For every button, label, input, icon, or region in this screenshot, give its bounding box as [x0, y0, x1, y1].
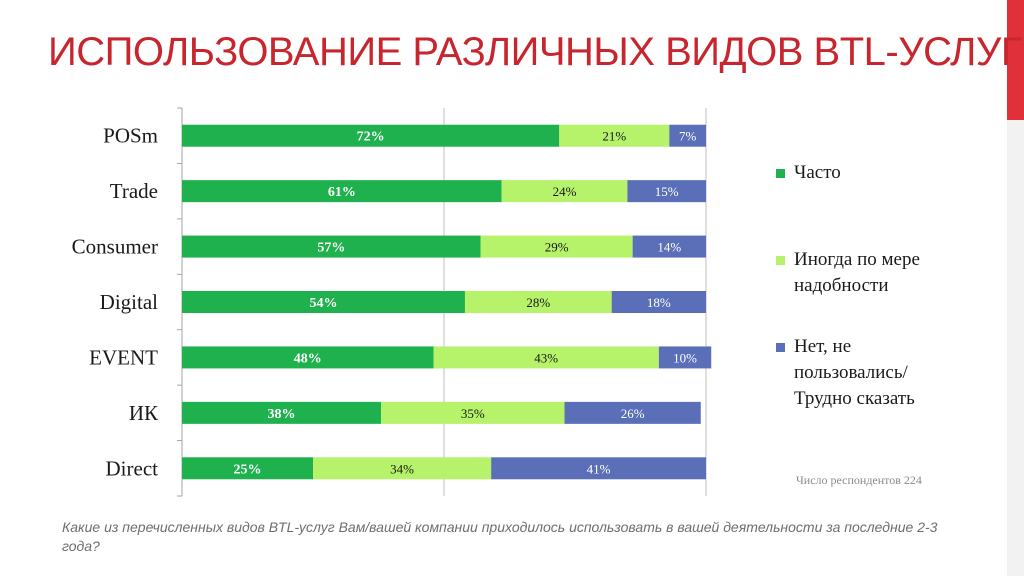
legend-label-often: Часто	[794, 162, 841, 183]
bar-segment-1-2	[480, 235, 633, 258]
data-label-0-0: 72%	[357, 130, 385, 145]
bar-segment-2-6	[491, 457, 706, 480]
bar-segment-2-0	[669, 124, 706, 147]
data-label-2-0: 7%	[679, 129, 697, 144]
bar-segment-1-0	[559, 124, 670, 147]
data-label-0-1: 61%	[328, 185, 356, 200]
bar-segment-0-0	[182, 124, 560, 147]
category-label-0: POSm	[103, 124, 158, 148]
data-label-1-5: 35%	[461, 406, 485, 421]
category-label-6: Direct	[106, 456, 159, 480]
data-label-0-4: 48%	[294, 351, 322, 366]
respondents-note: Число респондентов 224	[796, 473, 922, 487]
data-label-1-6: 34%	[390, 461, 414, 476]
legend-label-sometimes: Иногда по мере надобности	[794, 249, 920, 296]
bar-segment-2-2	[632, 235, 706, 258]
bar-segment-1-6	[313, 457, 492, 480]
data-label-0-6: 25%	[234, 462, 262, 477]
legend-label-never: Нет, не пользовались/ Трудно сказать	[794, 336, 915, 409]
bar-segment-0-5	[182, 401, 382, 424]
bar-segment-0-4	[182, 346, 434, 369]
bar-segment-1-4	[433, 346, 659, 369]
legend-swatch-often	[776, 169, 785, 178]
data-label-0-3: 54%	[309, 296, 337, 311]
category-label-2: Consumer	[72, 235, 158, 259]
accent-bar-light	[1007, 120, 1024, 576]
data-label-2-3: 18%	[647, 295, 671, 310]
bar-segment-0-6	[182, 457, 313, 480]
bar-segment-2-5	[564, 401, 701, 424]
bar-segment-1-5	[381, 401, 565, 424]
category-label-4: EVENT	[89, 345, 158, 369]
data-label-2-4: 10%	[673, 350, 697, 365]
category-label-1: Trade	[110, 179, 158, 203]
bar-segment-2-1	[627, 180, 706, 203]
data-label-1-0: 21%	[602, 129, 626, 144]
legend-swatch-never	[776, 343, 785, 352]
legend-swatch-sometimes	[776, 256, 785, 265]
data-label-1-4: 43%	[534, 350, 558, 365]
data-label-1-2: 29%	[545, 240, 569, 255]
bar-segment-0-2	[182, 235, 481, 258]
data-label-2-1: 15%	[655, 184, 679, 199]
accent-bar	[1007, 0, 1024, 120]
data-label-2-5: 26%	[621, 406, 645, 421]
category-label-3: Digital	[100, 290, 158, 314]
bar-segment-2-3	[611, 291, 706, 313]
category-label-5: ИК	[129, 401, 159, 425]
bar-segment-1-1	[501, 180, 628, 203]
data-label-2-2: 14%	[657, 240, 681, 255]
page-title: ИСПОЛЬЗОВАНИЕ РАЗЛИЧНЫХ ВИДОВ BTL-УСЛУГ	[48, 30, 1022, 74]
bar-segment-2-4	[658, 346, 712, 369]
survey-question: Какие из перечисленных видов BTL-услуг В…	[62, 519, 938, 554]
bar-segment-1-3	[464, 291, 612, 313]
data-label-0-2: 57%	[317, 241, 345, 256]
bar-segment-0-1	[182, 180, 502, 203]
data-label-1-3: 28%	[526, 295, 550, 310]
bar-segment-0-3	[182, 291, 465, 313]
data-label-0-5: 38%	[268, 407, 296, 422]
data-label-1-1: 24%	[553, 184, 577, 199]
data-label-2-6: 41%	[587, 461, 611, 476]
